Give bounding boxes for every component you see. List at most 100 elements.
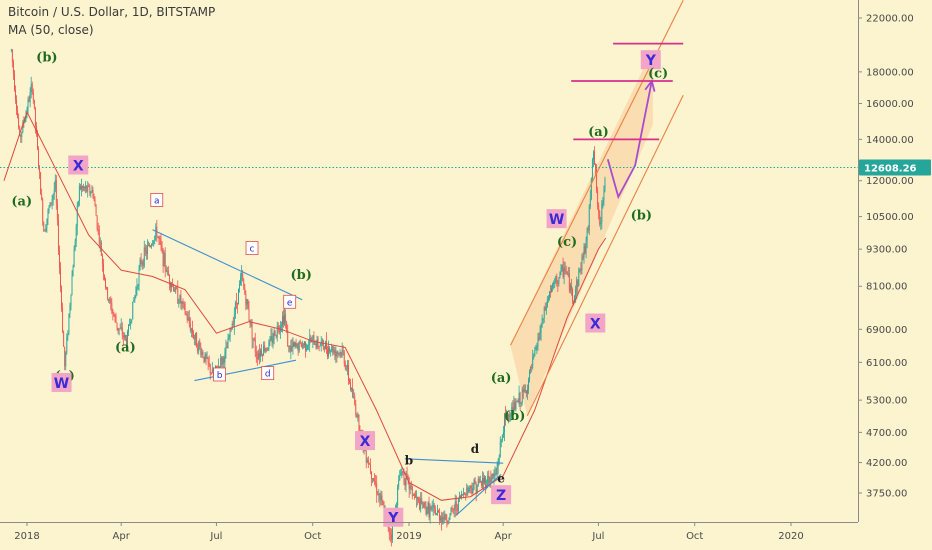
candle-body — [82, 186, 83, 188]
candle-body — [59, 251, 60, 268]
candle-body — [272, 339, 274, 343]
wave-box — [383, 507, 404, 527]
y-tick-label: 6100.00 — [866, 358, 907, 369]
candle-body — [355, 404, 357, 415]
candle-body — [578, 270, 580, 287]
candle-body — [128, 325, 130, 333]
candle-body — [11, 49, 13, 62]
candle-body — [38, 148, 39, 167]
candle-body — [463, 492, 465, 495]
candle-body — [313, 335, 315, 345]
candle-body — [376, 483, 378, 494]
candle-body — [479, 480, 481, 483]
candle-body — [183, 302, 185, 304]
candle-body — [562, 265, 564, 277]
candle-body — [231, 323, 233, 330]
candle-body — [149, 245, 150, 247]
candle-body — [550, 291, 551, 293]
y-tick-label: 9300.00 — [866, 245, 907, 256]
candle-body — [536, 346, 538, 348]
candle-body — [148, 245, 149, 247]
candle-body — [507, 413, 509, 420]
candle-body — [423, 502, 425, 508]
candle-body — [116, 322, 118, 328]
candle-body — [92, 189, 94, 197]
candle-body — [419, 500, 421, 510]
candle-body — [78, 185, 80, 202]
candle-body — [460, 495, 461, 498]
candle-body — [335, 351, 337, 357]
candle-body — [68, 314, 70, 334]
candle-body — [549, 291, 550, 298]
candle-body — [17, 109, 19, 118]
candle-body — [288, 345, 290, 347]
candle-body — [581, 256, 583, 270]
candle-body — [568, 273, 570, 291]
candle-body — [556, 276, 558, 284]
candle-body — [557, 283, 559, 284]
wave-label: (a) — [115, 340, 136, 355]
candle-body — [39, 166, 41, 173]
candle-body — [127, 332, 128, 346]
y-tick-label: 22000.00 — [866, 14, 914, 25]
candle-body — [555, 276, 557, 282]
candle-body — [83, 187, 84, 188]
candle-body — [552, 284, 554, 288]
candle-body — [141, 261, 143, 264]
candle-body — [484, 477, 485, 484]
candle-body — [284, 314, 286, 324]
current-price-badge — [859, 159, 931, 176]
candle-body — [604, 178, 606, 190]
candle-body — [472, 488, 474, 494]
candle-body — [258, 353, 260, 357]
candle-body — [487, 475, 489, 485]
candle-body — [187, 317, 189, 320]
candle-body — [305, 341, 306, 350]
candle-body — [498, 456, 500, 463]
candle-body — [223, 357, 225, 363]
candle-body — [351, 387, 353, 390]
candle-body — [461, 494, 462, 498]
candle-body — [257, 353, 259, 359]
candle-body — [67, 333, 69, 337]
candle-body — [365, 451, 367, 463]
candle-body — [178, 302, 180, 304]
candle-body — [458, 495, 460, 498]
candle-body — [282, 316, 283, 326]
x-tick-label: Jul — [209, 531, 222, 542]
candle-body — [517, 401, 519, 402]
y-tick-label: 4700.00 — [866, 428, 907, 439]
candle-body — [539, 333, 541, 339]
candle-body — [41, 194, 43, 200]
candle-body — [130, 322, 132, 326]
candle-body — [542, 318, 544, 320]
candle-body — [94, 199, 96, 206]
candle-body — [283, 316, 284, 324]
candle-body — [599, 211, 601, 225]
candle-body — [304, 341, 305, 346]
candle-body — [600, 222, 602, 225]
candle-body — [262, 354, 264, 356]
wave-label-major: X — [73, 159, 84, 175]
candle-body — [71, 276, 73, 295]
candle-body — [377, 493, 379, 496]
candle-body — [422, 503, 424, 508]
candle-body — [575, 289, 577, 297]
candle-body — [564, 268, 566, 272]
candle-body — [456, 507, 458, 511]
wave-box — [546, 209, 567, 229]
wave-box — [491, 485, 512, 505]
candle-body — [440, 517, 442, 520]
candle-body — [424, 502, 426, 505]
candle-body — [175, 287, 177, 292]
candle-body — [48, 207, 50, 211]
candle-body — [96, 215, 98, 229]
candle-body — [289, 345, 291, 352]
candle-body — [382, 502, 384, 506]
candle-body — [349, 380, 350, 383]
candle-body — [496, 467, 498, 475]
x-tick-label: 2019 — [396, 531, 421, 542]
candle-body — [202, 351, 204, 357]
wave-label-major: Y — [645, 53, 657, 69]
